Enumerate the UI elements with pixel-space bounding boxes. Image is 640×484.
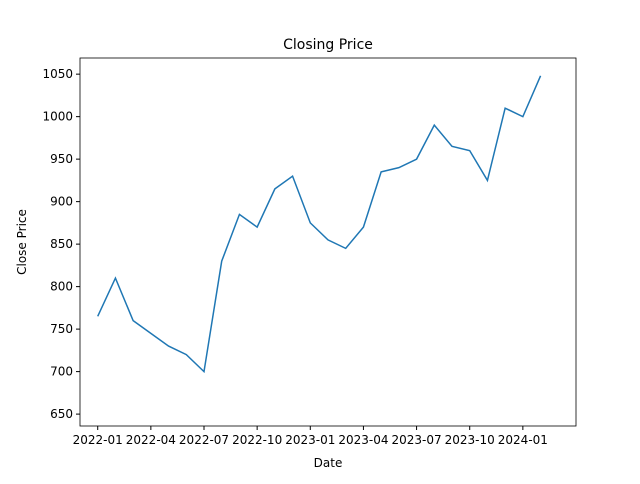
y-tick-label: 750 (50, 322, 73, 336)
y-tick-label: 1050 (42, 67, 73, 81)
y-axis-label: Close Price (15, 209, 29, 275)
x-tick-label: 2023-10 (445, 433, 495, 447)
plot-frame (79, 57, 577, 427)
x-tick-label: 2024-01 (498, 433, 548, 447)
x-tick-label: 2022-01 (73, 433, 123, 447)
line (97, 75, 542, 374)
chart-title: Closing Price (283, 37, 373, 53)
y-tick-label: 800 (50, 280, 73, 294)
y-tick-label: 950 (50, 152, 73, 166)
x-tick-label: 2022-10 (232, 433, 282, 447)
y-tick-label: 850 (50, 237, 73, 251)
y-tick-label: 1000 (42, 110, 73, 124)
y-tick-label: 700 (50, 365, 73, 379)
y-tick-label: 650 (50, 407, 73, 421)
x-tick-label: 2023-07 (392, 433, 442, 447)
y-tick-label: 900 (50, 195, 73, 209)
x-axis-label: Date (314, 456, 343, 470)
x-tick-label: 2022-07 (179, 433, 229, 447)
x-tick-label: 2023-01 (285, 433, 335, 447)
x-tick-label: 2022-04 (126, 433, 176, 447)
x-tick-label: 2023-04 (338, 433, 388, 447)
